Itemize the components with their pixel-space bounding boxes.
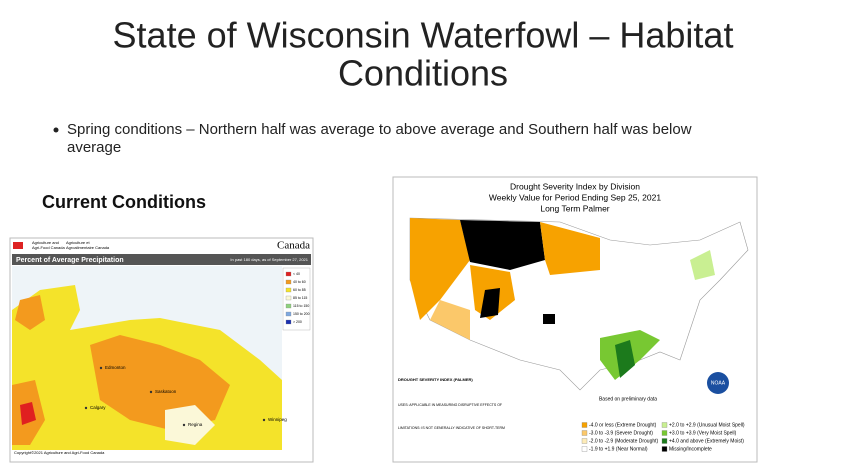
noaa-logo [707,372,729,394]
region [430,300,470,340]
legend-swatch [661,430,668,436]
info: LIMITATIONS: IS NOT GENERALLY INDICATIVE… [398,426,505,430]
legend-label: > 200 [293,320,302,324]
city-dot [84,406,88,410]
legend-swatch [581,446,588,452]
city-label: Regina [188,422,203,427]
legend-label: 85 to 115 [293,296,307,300]
city-label: Calgary [90,405,106,410]
map-title: Weekly Value for Period Ending Sep 25, 2… [489,192,661,202]
drought-map: Drought Severity Index by Division Weekl… [392,176,758,463]
legend-label: Missing/Incomplete [669,446,712,452]
map-period: In past 180 days, as of September 27, 20… [230,257,308,262]
legend-swatch [285,319,292,325]
legend-label: 40 to 60 [293,280,306,284]
region [410,218,470,320]
city-label: Saskatoon [155,389,177,394]
legend-swatch [285,311,292,317]
city-label: Winnipeg [268,417,287,422]
legend-label: 60 to 85 [293,288,306,292]
legend-label: 115 to 150 [293,304,309,308]
legend-label: -2.0 to -2.9 (Moderate Drought) [589,438,659,444]
legend-swatch [581,438,588,444]
legend-label: +3.0 to +3.9 (Very Moist Spell) [669,430,737,436]
wordmark: Canada [277,240,310,252]
agency: Agroalimentaire Canada [66,245,110,250]
agency: Agriculture and [32,240,59,245]
legend-swatch [661,446,668,452]
legend-swatch [285,295,292,301]
bullet-text: Spring conditions – Northern half was av… [67,121,692,138]
bullet-dot [53,127,59,133]
city-dot [262,418,266,422]
title-line: Conditions [338,53,508,94]
region [543,314,555,324]
region [20,402,36,425]
region [460,220,545,270]
region [165,405,215,445]
info: DROUGHT SEVERITY INDEX (PALMER) [398,377,473,382]
agency: Agriculture et [66,240,90,245]
legend-label: -1.9 to +1.9 (Near Normal) [589,446,648,452]
legend-swatch [285,271,292,277]
legend-swatch [661,422,668,428]
city-dot [182,423,186,427]
region [15,295,45,330]
map-footer-text: Copyright©2021 Agriculture and Agri-Food… [14,450,105,455]
legend-label: 150 to 200 [293,312,310,316]
title-line: State of Wisconsin Waterfowl – Habitat [113,15,734,56]
map-footer [12,450,311,460]
canada-map: Agriculture and Agri-Food Canada Agricul… [9,237,314,463]
map-note: Based on preliminary data [599,396,657,402]
map-header-text: Percent of Average Precipitation [16,257,124,264]
city-label: Edmonton [105,365,126,370]
map-header [12,254,311,265]
info: USES: APPLICABLE IN MEASURING DISRUPTIVE… [398,403,502,407]
region [615,340,635,378]
legend-label: +2.0 to +2.9 (Unusual Moist Spell) [669,422,745,428]
map-title: Long Term Palmer [540,203,609,213]
city-dot [149,390,153,394]
region [480,288,500,318]
legend-label: +4.0 and above (Extremely Moist) [669,438,744,444]
subheading: Current Conditions [42,192,206,212]
legend-swatch [285,303,292,309]
bullet-text: average [67,139,121,156]
legend-swatch [581,422,588,428]
legend-label: -4.0 or less (Extreme Drought) [589,422,657,428]
agency: Agri-Food Canada [32,245,65,250]
legend-label: < 40 [293,272,300,276]
noaa-text: NOAA [711,380,726,386]
flag [13,242,23,249]
legend-swatch [661,438,668,444]
city-dot [99,366,103,370]
legend-swatch [581,430,588,436]
region [690,250,715,280]
legend-label: -3.0 to -3.9 (Severe Drought) [589,430,653,436]
map-title: Drought Severity Index by Division [510,181,640,191]
legend-swatch [285,279,292,285]
legend-swatch [285,287,292,293]
region [540,222,600,275]
